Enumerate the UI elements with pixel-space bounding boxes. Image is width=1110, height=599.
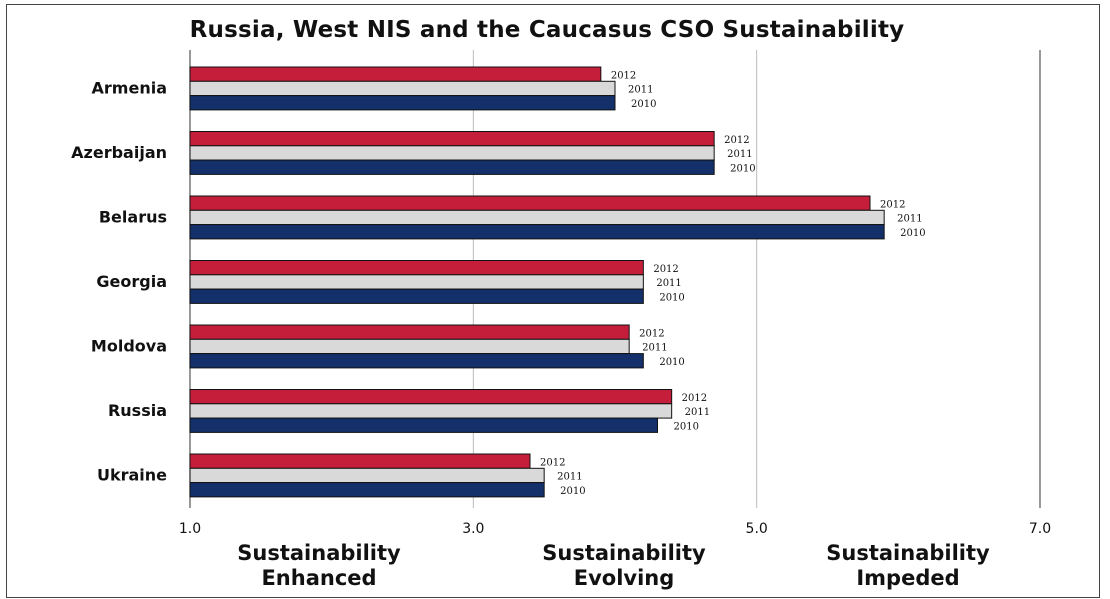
- category-labels: Armenia Azerbaijan Belarus Georgia Moldova Ru…: [71, 78, 167, 484]
- x-tick-labels: 1.0 3.0 5.0 7.0: [179, 521, 1051, 537]
- chart-title: Russia, West NIS and the Caucasus CSO Su…: [189, 17, 905, 43]
- region-line2: Enhanced: [261, 566, 377, 590]
- bar-moldova-2010: [189, 353, 644, 369]
- bar-layer: 2012 2011 2010 2012 2011 2010 2012 2011 2010 2012…: [189, 66, 926, 498]
- bar-label: 2012: [653, 264, 678, 275]
- bar-armenia-2010: [189, 95, 616, 111]
- region-label-impeded: Sustainability Impeded: [788, 541, 1028, 591]
- category-label-moldova: Moldova: [91, 336, 167, 355]
- bar-ukraine-2012: [189, 453, 531, 469]
- bar-label: 2011: [557, 472, 582, 483]
- bar-label: 2010: [730, 163, 755, 174]
- bar-belarus-2010: [189, 224, 885, 240]
- bar-georgia-2012: [189, 260, 644, 276]
- bar-label: 2012: [611, 70, 636, 81]
- bar-chart: 2012 2011 2010 2012 2011 2010 2012 2011 2010 2012…: [71, 50, 1051, 537]
- bar-label: 2010: [659, 357, 684, 368]
- x-tick-label: 3.0: [462, 521, 484, 537]
- bar-label: 2012: [639, 328, 664, 339]
- bar-label: 2012: [682, 393, 707, 404]
- bar-moldova-2012: [189, 324, 630, 340]
- bar-label: 2012: [880, 199, 905, 210]
- bar-label: 2010: [560, 486, 585, 497]
- x-tick-label: 5.0: [746, 521, 768, 537]
- bar-label: 2010: [900, 228, 925, 239]
- bar-armenia-2011: [189, 80, 616, 97]
- bar-russia-2012: [189, 389, 673, 405]
- region-label-evolving: Sustainability Evolving: [504, 541, 744, 591]
- bar-label: 2010: [631, 99, 656, 110]
- bar-azerbaijan-2011: [189, 145, 715, 161]
- category-label-armenia: Armenia: [92, 78, 167, 97]
- bar-azerbaijan-2012: [189, 131, 715, 147]
- bar-russia-2011: [189, 403, 673, 419]
- bar-moldova-2011: [189, 338, 630, 355]
- bar-label: 2011: [628, 85, 653, 96]
- region-line1: Sustainability: [237, 541, 401, 565]
- bar-georgia-2011: [189, 274, 644, 290]
- chart-frame: Russia, West NIS and the Caucasus CSO Su…: [6, 4, 1100, 598]
- region-label-enhanced: Sustainability Enhanced: [199, 541, 439, 591]
- x-tick-label: 7.0: [1029, 521, 1051, 537]
- bar-label: 2010: [659, 292, 684, 303]
- region-line2: Evolving: [573, 566, 675, 590]
- x-tick-label: 1.0: [179, 521, 201, 537]
- bar-label: 2011: [656, 278, 681, 289]
- region-line1: Sustainability: [542, 541, 706, 565]
- bar-label: 2011: [897, 214, 922, 225]
- bar-label: 2011: [642, 343, 667, 354]
- category-label-ukraine: Ukraine: [97, 465, 167, 484]
- bar-ukraine-2010: [189, 482, 545, 498]
- category-label-georgia: Georgia: [96, 272, 167, 291]
- category-label-russia: Russia: [108, 401, 167, 420]
- bar-georgia-2010: [189, 288, 644, 304]
- bar-label: 2011: [685, 407, 710, 418]
- bar-russia-2010: [189, 417, 658, 433]
- bar-ukraine-2011: [189, 467, 545, 484]
- bar-label: 2012: [724, 135, 749, 146]
- bar-armenia-2012: [189, 66, 602, 82]
- region-line1: Sustainability: [826, 541, 990, 565]
- bar-belarus-2012: [189, 195, 871, 211]
- bar-belarus-2011: [189, 209, 885, 226]
- category-label-belarus: Belarus: [99, 207, 167, 226]
- category-label-azerbaijan: Azerbaijan: [71, 143, 167, 162]
- bar-label: 2012: [540, 457, 565, 468]
- region-line2: Impeded: [856, 566, 960, 590]
- bar-label: 2011: [727, 149, 752, 160]
- bar-label: 2010: [674, 421, 699, 432]
- bar-azerbaijan-2010: [189, 159, 715, 175]
